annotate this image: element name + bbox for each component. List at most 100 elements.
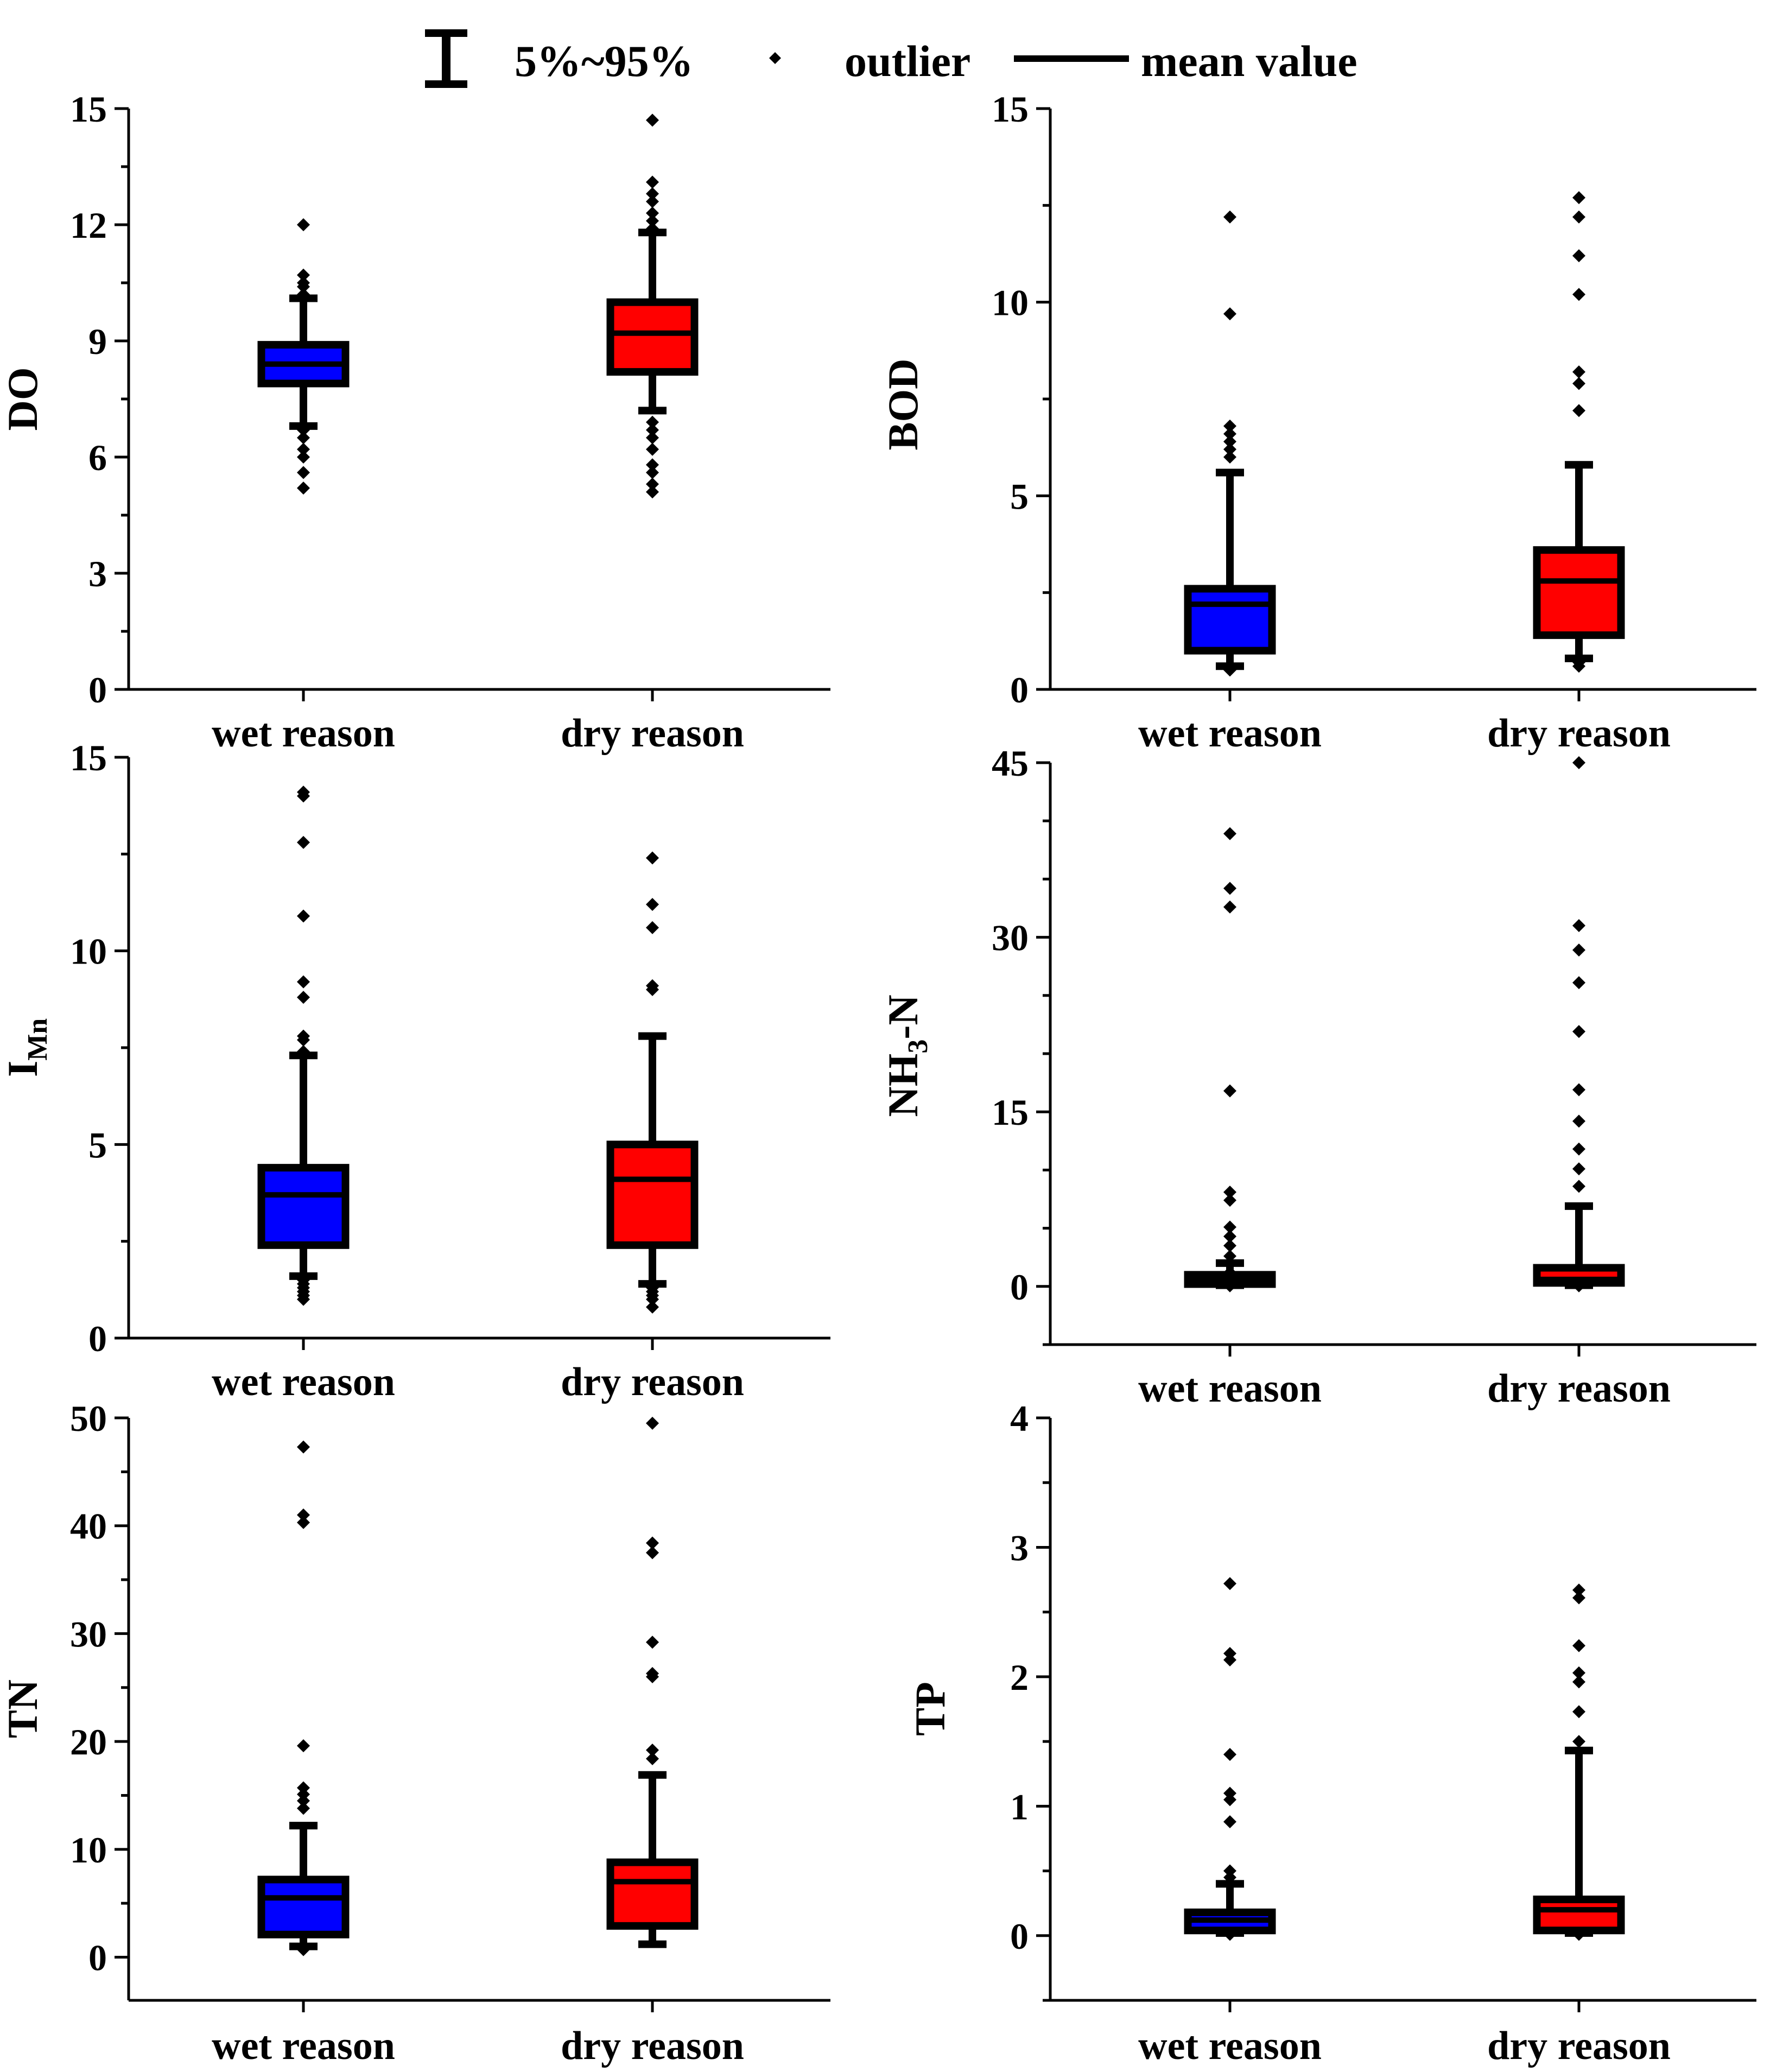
y-axis-title-main: TP — [906, 1682, 954, 1736]
y-tick-label: 4 — [1010, 1398, 1029, 1439]
outlier-point — [646, 1744, 659, 1757]
outlier-point — [646, 431, 659, 445]
y-axis-title: DO — [0, 367, 46, 431]
y-tick-label: 15 — [992, 1092, 1029, 1133]
outlier-point — [1223, 900, 1236, 914]
outlier-point — [1223, 1747, 1236, 1761]
outlier-point — [297, 1029, 310, 1043]
chart-panel-3: 0 5 10 15 IMn wet reason dry reason — [0, 737, 830, 1404]
outlier-point — [646, 1636, 659, 1649]
iqr-box — [606, 1858, 699, 1930]
outlier-point — [1223, 442, 1236, 456]
iqr-box — [257, 1164, 350, 1249]
outlier-point — [1223, 1230, 1236, 1243]
outlier-point — [1223, 882, 1236, 895]
outlier-point — [1223, 1250, 1236, 1263]
outlier-point — [297, 481, 310, 495]
x-category-label: wet reason — [1138, 2024, 1322, 2068]
y-axis-title-main: I — [0, 1061, 46, 1077]
outlier-point — [297, 1781, 310, 1795]
y-tick-label: 9 — [88, 321, 107, 362]
x-category-label: wet reason — [1138, 1366, 1322, 1411]
box-series-wet: wet reason — [1138, 1577, 1322, 2068]
iqr-box — [1533, 546, 1625, 639]
legend-outlier-icon — [769, 52, 781, 64]
box-series-wet: wet reason — [212, 1440, 395, 2068]
y-tick-label: 12 — [70, 205, 107, 246]
box-series-dry: dry reason — [1487, 756, 1671, 1411]
chart-panel-5: 0 10 20 30 40 50 TN wet reason dry reason — [0, 1398, 830, 2068]
y-tick-label: 10 — [992, 282, 1029, 324]
outlier-point — [297, 909, 310, 923]
y-tick-label: 20 — [70, 1721, 107, 1763]
outlier-point — [646, 979, 659, 992]
outlier-point — [1572, 943, 1585, 957]
y-axis-title-subscript: 3 — [903, 1040, 934, 1054]
iqr-box — [1184, 585, 1276, 655]
y-tick-label: 0 — [1010, 669, 1029, 711]
x-category-label: wet reason — [212, 1360, 395, 1404]
outlier-point — [646, 423, 659, 437]
outlier-point — [646, 921, 659, 934]
outlier-point — [297, 1273, 310, 1287]
chart-panel-4: 0 15 30 45 NH3-N wet reason dry reason — [879, 743, 1756, 1411]
outlier-point — [297, 1943, 310, 1956]
x-category-label: wet reason — [212, 711, 395, 756]
outlier-point — [1572, 365, 1585, 379]
outlier-point — [297, 423, 310, 437]
y-tick-label: 15 — [70, 88, 107, 130]
outlier-point — [646, 477, 659, 491]
outlier-point — [1223, 419, 1236, 433]
y-tick-label: 0 — [1010, 1266, 1029, 1308]
outlier-point — [297, 431, 310, 445]
outlier-point — [646, 175, 659, 189]
outlier-point — [646, 1752, 659, 1765]
y-axis-title: TN — [0, 1680, 46, 1738]
outlier-point — [1223, 1864, 1236, 1878]
outlier-point — [1572, 1025, 1585, 1038]
outlier-point — [646, 458, 659, 472]
y-axis-title: NH3-N — [879, 994, 934, 1117]
outlier-point — [1572, 1639, 1585, 1652]
y-axis-title-subscript: Mn — [22, 1018, 53, 1061]
outlier-point — [1223, 1084, 1236, 1098]
outlier-point — [1572, 1666, 1585, 1680]
outlier-point — [1572, 756, 1585, 769]
x-category-label: dry reason — [561, 711, 744, 756]
outlier-point — [297, 1508, 310, 1522]
box-series-wet: wet reason — [1138, 210, 1322, 756]
y-tick-label: 15 — [70, 737, 107, 778]
y-axis-title-main: NH — [879, 1054, 927, 1117]
chart-panel-2: 0 5 10 15 BOD wet reason dry reason — [879, 88, 1756, 756]
outlier-point — [646, 442, 659, 456]
y-tick-label: 0 — [88, 1318, 107, 1359]
y-tick-label: 3 — [1010, 1527, 1029, 1568]
box-series-wet: wet reason — [212, 785, 395, 1404]
legend-outlier-label: outlier — [845, 36, 970, 86]
outlier-point — [297, 442, 310, 456]
outlier-point — [1572, 1928, 1585, 1941]
outlier-point — [646, 898, 659, 911]
outlier-point — [1572, 191, 1585, 205]
outlier-point — [1223, 1928, 1236, 1941]
outlier-point — [1223, 307, 1236, 321]
outlier-point — [1572, 1705, 1585, 1719]
chart-panel-6: 0 1 2 3 4 TP wet reason dry reason — [906, 1398, 1756, 2068]
y-tick-label: 30 — [992, 917, 1029, 959]
y-tick-label: 3 — [88, 553, 107, 594]
outlier-point — [1223, 827, 1236, 840]
box-series-dry: dry reason — [561, 851, 744, 1404]
outlier-point — [297, 466, 310, 479]
outlier-point — [1572, 288, 1585, 301]
outlier-point — [1223, 1577, 1236, 1591]
outlier-point — [1572, 919, 1585, 933]
outlier-point — [1572, 1675, 1585, 1689]
outlier-point — [297, 218, 310, 231]
outlier-point — [297, 451, 310, 464]
outlier-point — [297, 1045, 310, 1059]
outlier-point — [1572, 1114, 1585, 1128]
y-axis-title-suffix: -N — [879, 994, 927, 1039]
y-tick-label: 5 — [88, 1124, 107, 1165]
outlier-point — [646, 187, 659, 200]
